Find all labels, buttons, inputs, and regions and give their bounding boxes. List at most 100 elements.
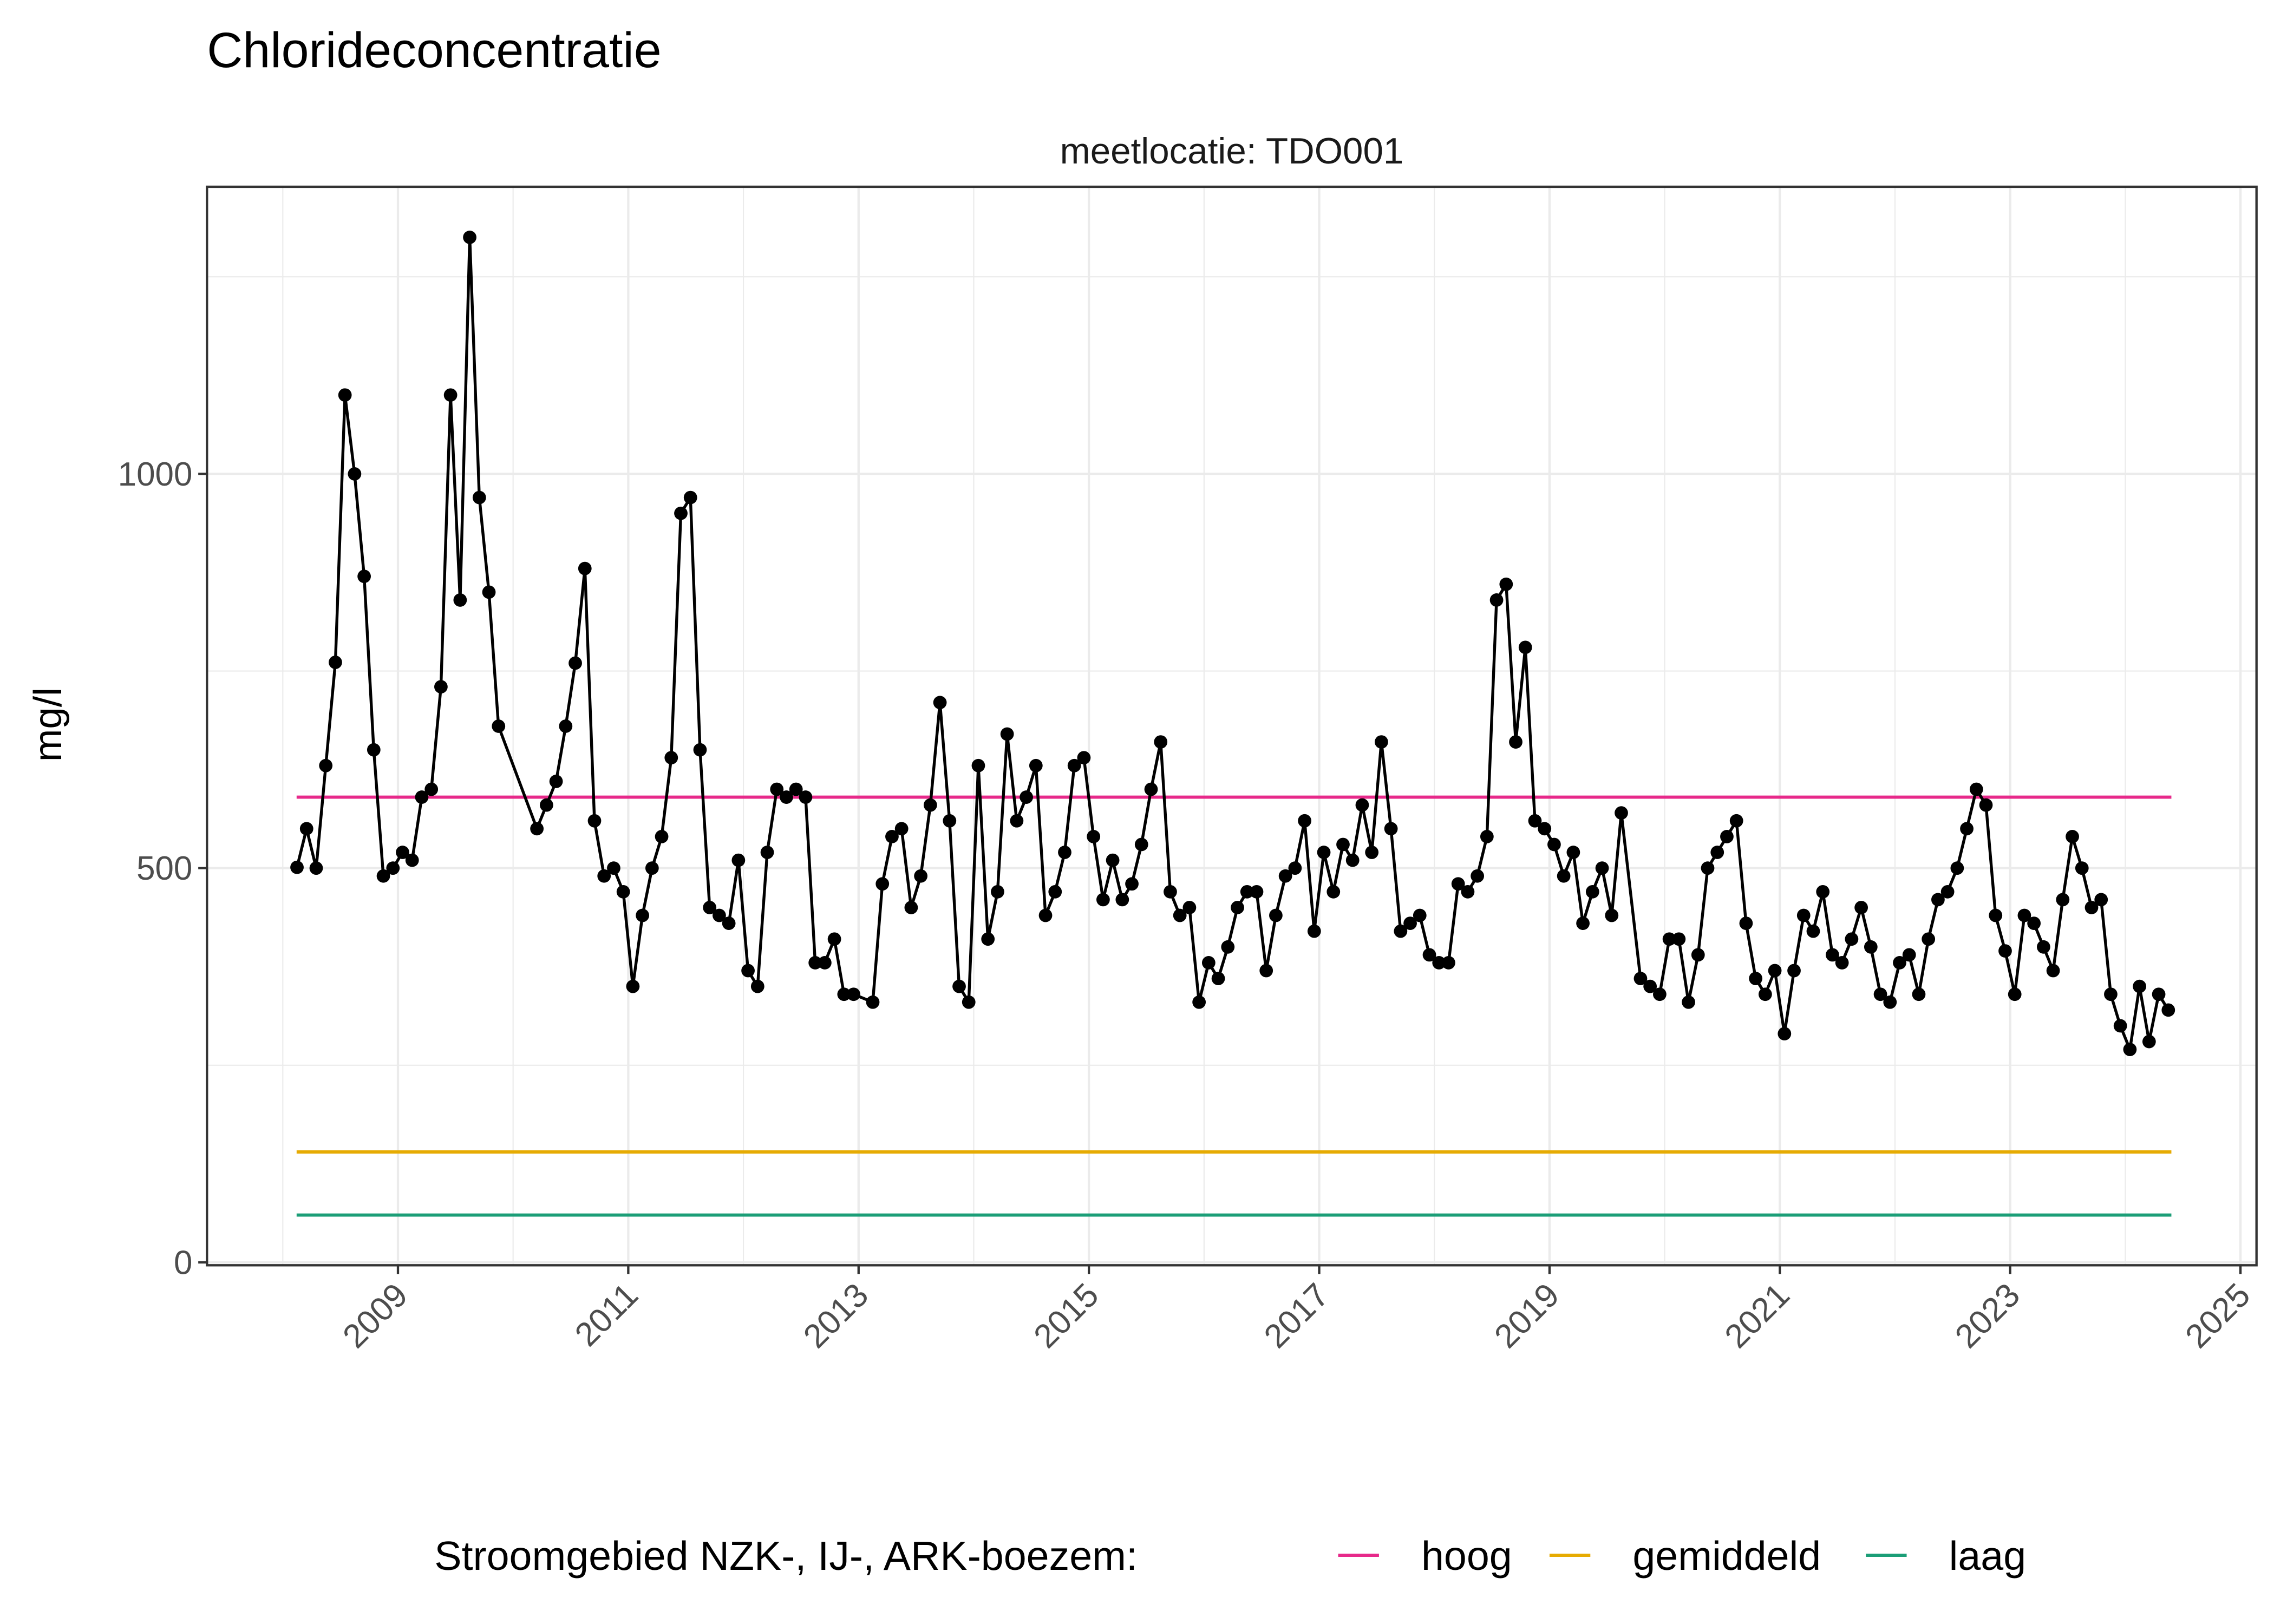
data-point — [1950, 861, 1964, 875]
data-point — [1201, 956, 1216, 970]
data-point — [357, 569, 371, 584]
data-point — [1701, 861, 1715, 875]
data-point — [1989, 908, 2003, 922]
data-point — [319, 758, 333, 772]
data-point — [1633, 972, 1648, 985]
data-point — [741, 964, 755, 978]
data-point — [1806, 924, 1820, 938]
data-point — [1413, 908, 1427, 922]
data-point — [1029, 758, 1043, 772]
data-point — [894, 822, 909, 836]
data-point — [492, 719, 506, 733]
data-point — [587, 814, 602, 828]
data-point — [1845, 932, 1859, 946]
gridlines — [207, 186, 2257, 1266]
data-point — [1403, 916, 1417, 930]
data-point — [2017, 908, 2031, 922]
data-point — [818, 956, 832, 970]
data-point — [683, 490, 697, 505]
data-point — [1576, 916, 1590, 930]
data-point — [1758, 987, 1772, 1001]
data-point — [2027, 916, 2041, 930]
data-point — [1250, 885, 1264, 899]
data-point — [1422, 948, 1436, 962]
data-point — [1375, 735, 1388, 749]
data-point — [396, 846, 409, 859]
data-point — [1710, 846, 1724, 859]
data-point — [1873, 987, 1887, 1001]
data-point — [1940, 885, 1955, 899]
data-point — [1566, 846, 1580, 859]
data-point — [645, 861, 659, 875]
data-point — [1231, 901, 1244, 914]
data-point — [1835, 956, 1849, 970]
data-point — [597, 869, 611, 883]
data-point — [1922, 932, 1936, 946]
data-point — [1173, 908, 1187, 922]
data-point — [1058, 846, 1071, 859]
data-point — [914, 869, 928, 883]
data-point — [367, 743, 381, 757]
data-point — [1691, 948, 1705, 962]
data-point — [722, 916, 736, 930]
data-point — [1854, 901, 1868, 914]
data-point — [2008, 987, 2022, 1001]
data-point — [2161, 1003, 2175, 1017]
data-point — [1087, 830, 1101, 843]
data-point — [1020, 790, 1033, 804]
data-point — [1998, 944, 2012, 958]
legend-label-laag: laag — [1949, 1533, 2027, 1579]
data-point — [981, 932, 995, 946]
data-point — [559, 719, 573, 733]
data-point — [1557, 869, 1571, 883]
data-point — [1883, 995, 1897, 1009]
data-point — [2084, 901, 2099, 914]
data-point — [1615, 806, 1628, 820]
data-point — [578, 561, 592, 575]
data-point — [693, 743, 707, 757]
data-point — [971, 758, 985, 772]
data-point — [1451, 877, 1465, 891]
data-point — [1979, 798, 1993, 812]
data-point — [1672, 932, 1686, 946]
data-point — [1682, 995, 1695, 1009]
y-tick-label: 1000 — [118, 456, 193, 493]
data-point — [1653, 987, 1667, 1001]
data-point — [1912, 987, 1926, 1001]
data-point — [1288, 861, 1302, 875]
data-point — [1739, 916, 1753, 930]
data-point — [1327, 885, 1341, 899]
data-point — [2133, 979, 2147, 993]
data-point — [875, 877, 890, 891]
data-point — [299, 822, 313, 836]
data-point — [386, 861, 400, 875]
data-point — [1182, 901, 1197, 914]
data-point — [1394, 924, 1408, 938]
data-point — [1547, 837, 1561, 852]
chart-title: Chlorideconcentratie — [207, 23, 661, 78]
data-point — [568, 656, 582, 670]
data-point — [1969, 782, 1983, 796]
data-point — [1585, 885, 1599, 899]
data-point — [424, 782, 439, 796]
data-point — [2142, 1034, 2156, 1049]
data-point — [1192, 995, 1206, 1009]
data-point — [1317, 846, 1331, 859]
data-point — [952, 979, 966, 993]
data-point — [770, 782, 784, 796]
data-point — [626, 979, 640, 993]
data-point — [2113, 1019, 2127, 1033]
data-point — [2046, 964, 2060, 978]
data-point — [415, 790, 429, 804]
data-point — [2075, 861, 2089, 875]
data-point — [1931, 893, 1945, 907]
data-point — [799, 790, 813, 804]
data-point — [1000, 727, 1014, 741]
data-point — [1345, 853, 1360, 867]
legend: Stroomgebied NZK-, IJ-, ARK-boezem: hoog… — [434, 1533, 2026, 1579]
data-point — [1154, 735, 1168, 749]
data-point — [290, 860, 304, 874]
data-point — [1643, 979, 1657, 993]
data-point — [2123, 1043, 2137, 1057]
